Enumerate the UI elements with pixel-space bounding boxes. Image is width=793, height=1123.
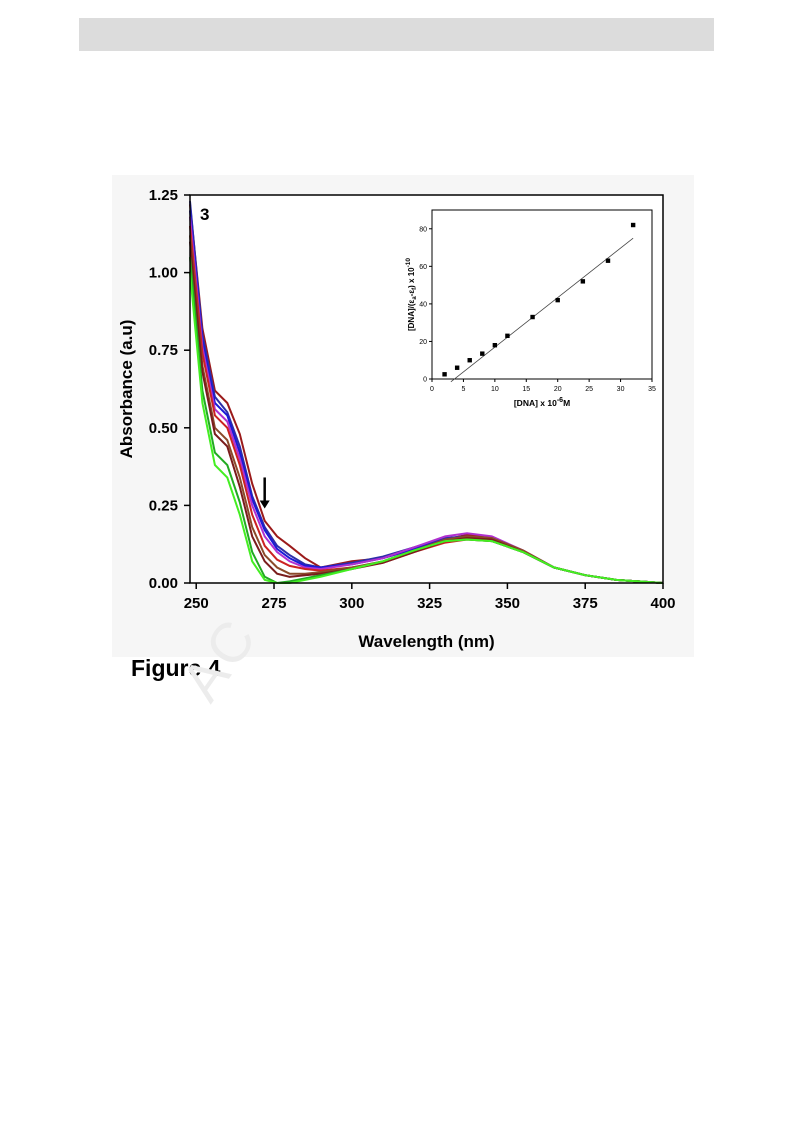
inset-frame — [431, 209, 653, 380]
x-tick-label: 250 — [184, 595, 209, 612]
inset-x-tick-label: 5 — [461, 386, 465, 393]
x-tick-label: 400 — [650, 595, 675, 612]
panel-label: 3 — [200, 205, 209, 224]
inset-y-tick-label: 40 — [419, 301, 427, 308]
x-tick-label: 275 — [262, 595, 287, 612]
plot-frame — [189, 194, 664, 584]
x-tick-label: 325 — [417, 595, 442, 612]
spectrum-series-line — [189, 272, 664, 584]
inset-data-point — [454, 365, 460, 370]
inset-y-tick-label: 20 — [419, 339, 427, 346]
y-tick-label: 0.50 — [149, 420, 178, 437]
inset-fit-line — [450, 237, 634, 383]
inset-x-tick-label: 15 — [522, 386, 530, 393]
inset-x-tick-label: 25 — [585, 386, 593, 393]
y-tick-label: 0.00 — [149, 575, 178, 592]
inset-data-point — [480, 351, 485, 356]
inset-data-point — [630, 222, 636, 228]
hypochromism-arrow-head — [259, 500, 270, 509]
figure-caption: Figure 4 — [131, 655, 221, 681]
inset-y-axis-label: [DNA]/(εa-εf) x 10-10 — [405, 258, 418, 331]
inset-data-point — [605, 258, 611, 263]
inset-x-tick-label: 0 — [430, 386, 434, 393]
y-axis-label: Absorbance (a.u) — [117, 320, 136, 459]
inset-data-point — [530, 314, 535, 320]
header-bar — [79, 18, 714, 51]
y-tick-label: 1.25 — [149, 187, 178, 204]
inset-x-tick-label: 20 — [554, 386, 562, 393]
inset-data-point — [467, 358, 472, 363]
uv-vis-chart: 250 275 300 325 350 375 4000.000.250.500.751.0… — [117, 187, 676, 651]
inset-data-point — [505, 333, 510, 339]
plot-area — [190, 195, 663, 583]
inset-x-tick-label: 35 — [648, 386, 656, 393]
inset-data-point — [442, 372, 447, 377]
x-tick-label: 350 — [495, 595, 520, 612]
inset-y-tick-label: 60 — [419, 264, 427, 271]
inset-x-tick-label: 10 — [491, 386, 499, 393]
inset-data-point — [580, 279, 586, 284]
x-tick-label: 375 — [573, 595, 598, 612]
inset-y-tick-label: 0 — [423, 377, 427, 384]
inset-data-point — [555, 297, 560, 303]
y-tick-label: 0.25 — [149, 497, 178, 514]
inset-x-tick-label: 30 — [617, 386, 625, 393]
y-tick-label: 1.00 — [149, 265, 178, 282]
inset-data-point — [492, 343, 498, 348]
figure-panel: 250 275 300 325 350 375 400 0.00 0.25 0.50 0.75 1.0… — [112, 175, 694, 657]
x-tick-label: 300 — [339, 595, 364, 612]
x-axis-label: Wavelength (nm) — [358, 632, 494, 651]
y-tick-label: 0.75 — [149, 342, 178, 359]
inset-y-tick-label: 80 — [419, 226, 427, 233]
inset-x-axis-label: [DNA] x 10-6M — [514, 397, 570, 408]
